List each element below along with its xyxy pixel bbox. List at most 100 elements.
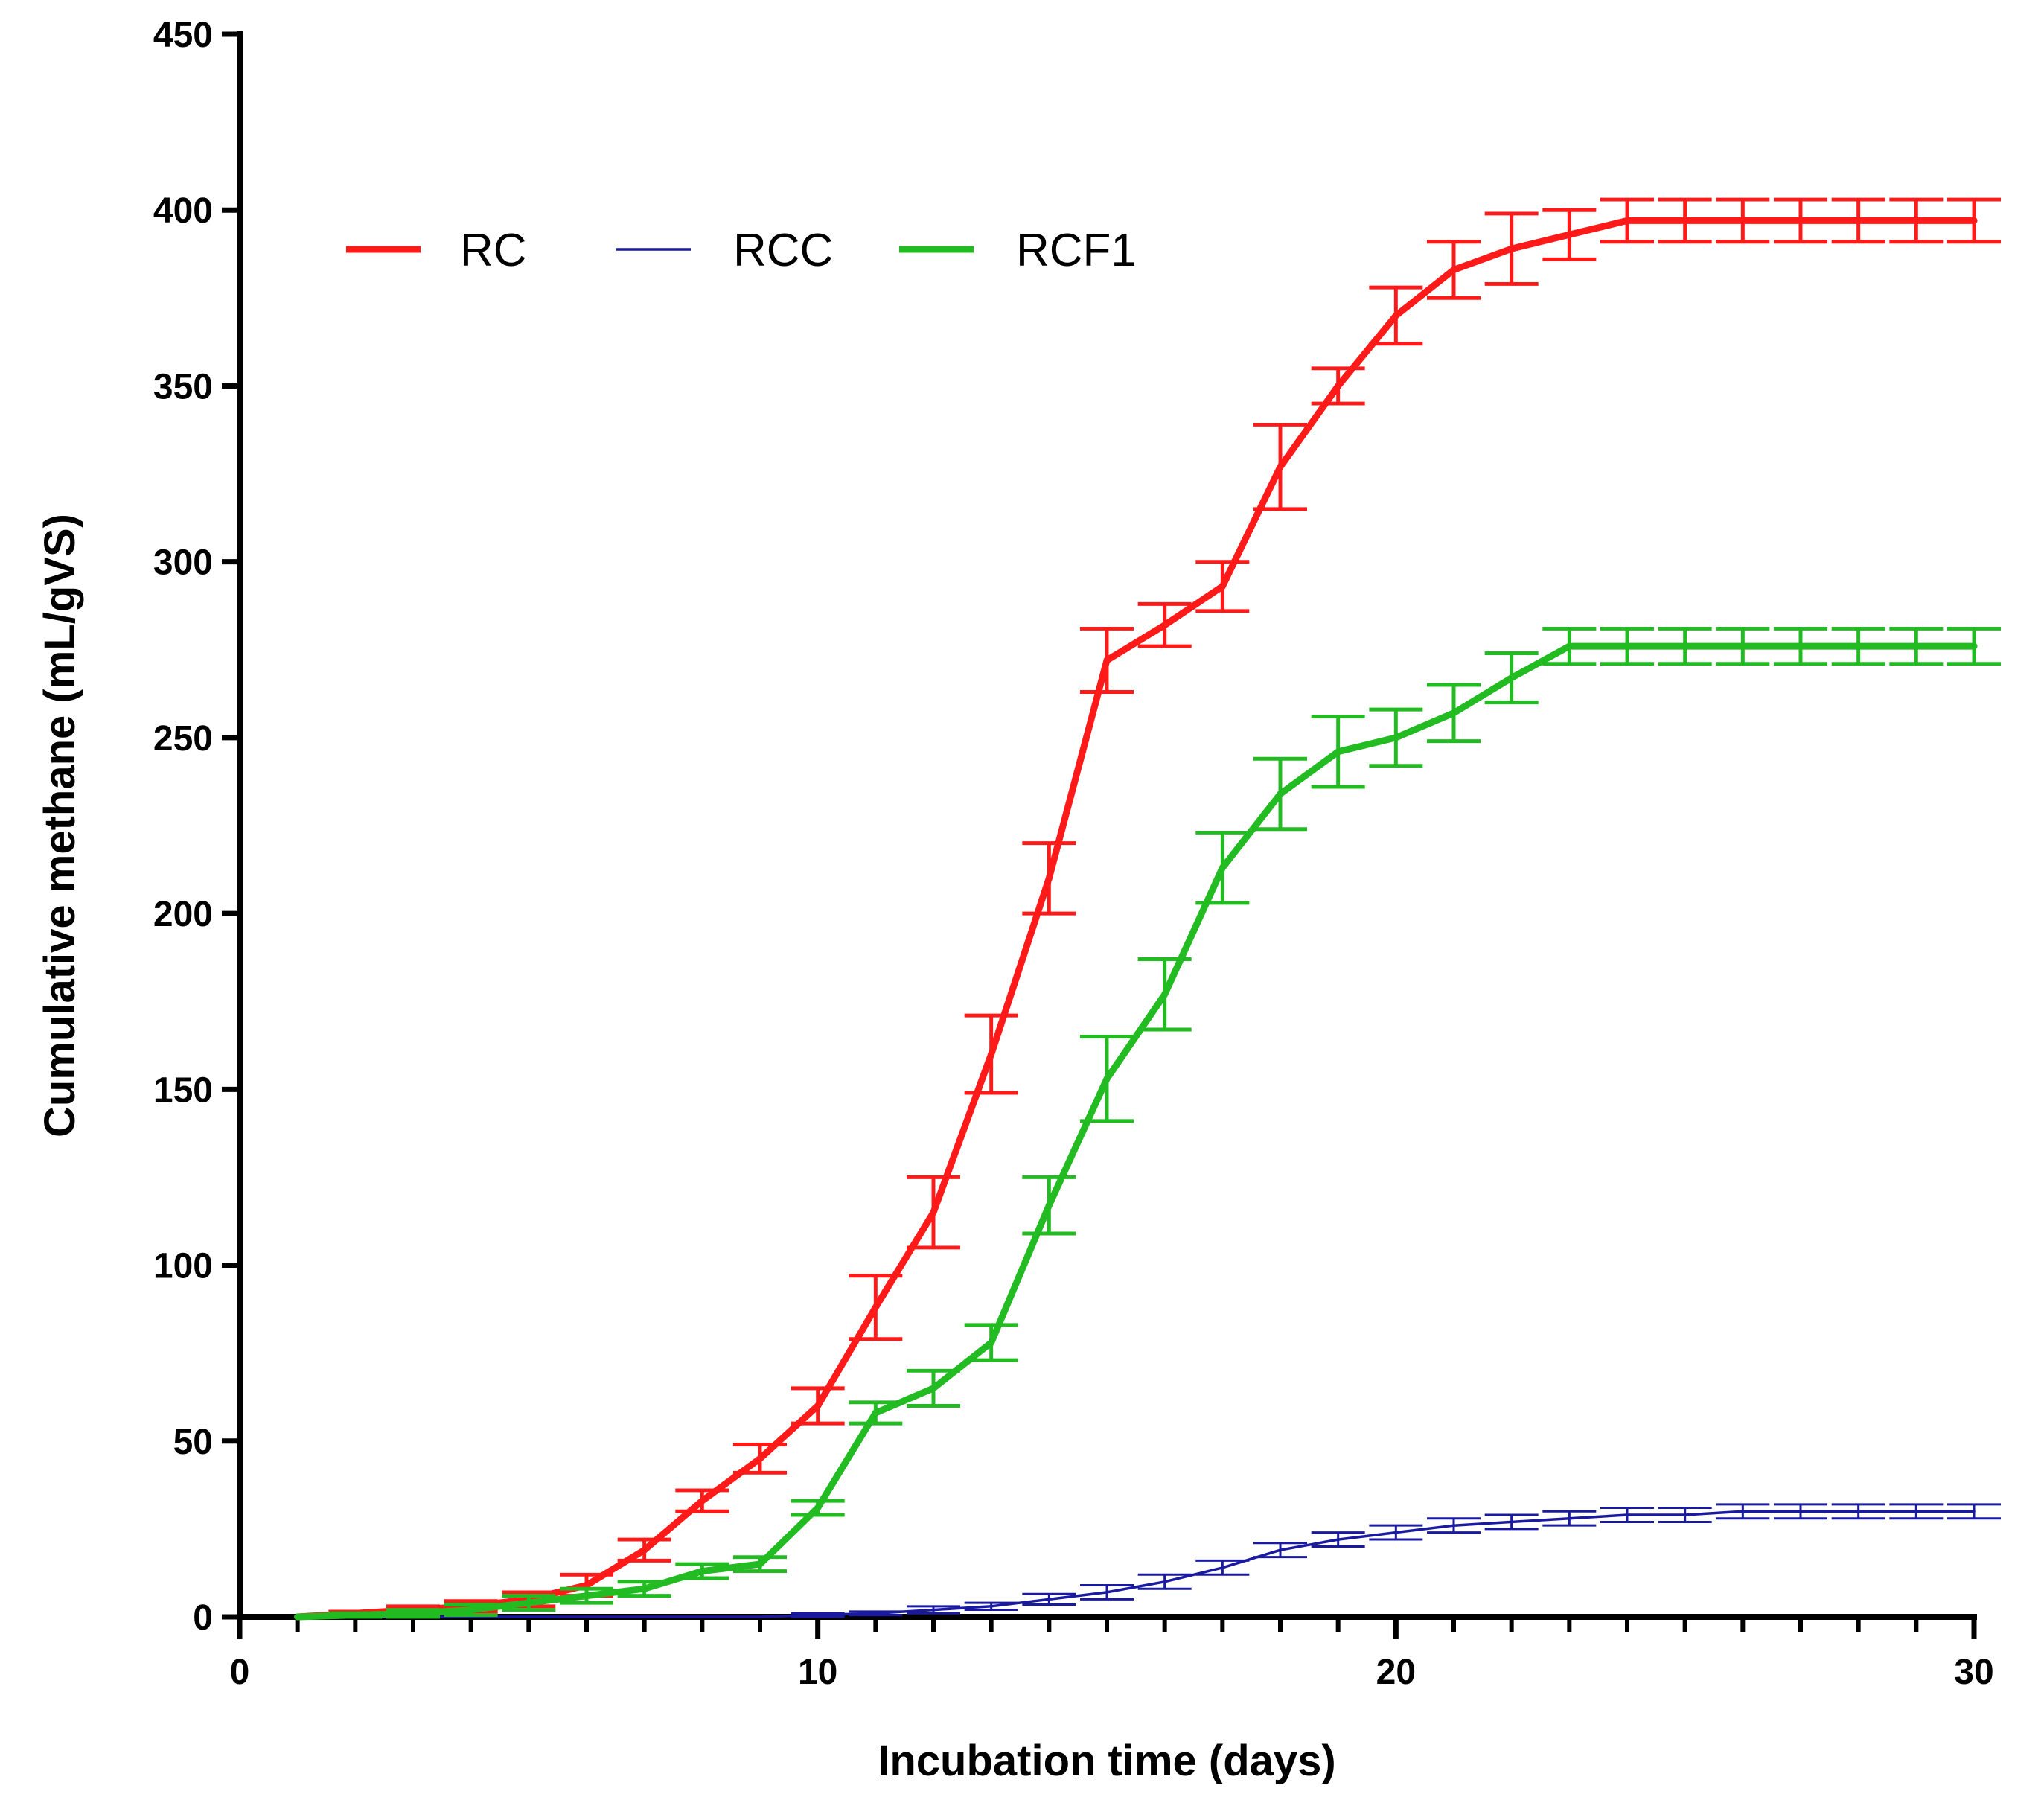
rc-point bbox=[1855, 217, 1862, 224]
rc-point bbox=[1797, 217, 1804, 224]
y-tick-label: 150 bbox=[153, 1070, 213, 1110]
y-tick-label: 350 bbox=[153, 367, 213, 406]
rcf1-point bbox=[1219, 864, 1226, 872]
y-tick-label: 0 bbox=[193, 1598, 213, 1638]
rcc-point bbox=[932, 1608, 935, 1612]
rcc-point bbox=[1163, 1580, 1166, 1583]
rcf1-point bbox=[1392, 734, 1399, 741]
y-tick-label: 50 bbox=[173, 1423, 213, 1462]
rc-point bbox=[1912, 217, 1920, 224]
rcc-point bbox=[1683, 1513, 1687, 1516]
rc-point bbox=[872, 1303, 879, 1311]
rc-point bbox=[930, 1209, 937, 1216]
rcc-point bbox=[1741, 1510, 1745, 1513]
rcf1-point bbox=[1045, 1202, 1053, 1209]
rcf1-point bbox=[1450, 709, 1457, 717]
rc-point bbox=[1045, 875, 1053, 882]
series-rcc bbox=[296, 1503, 2001, 1618]
rcc-line bbox=[296, 1510, 1976, 1618]
y-axis-title: Cumulative methane (mL/gVS) bbox=[36, 514, 84, 1137]
rcf1-point bbox=[467, 1606, 475, 1614]
rcf1-line bbox=[294, 642, 1978, 1621]
rcf1-point bbox=[351, 1612, 359, 1619]
rcc-point bbox=[700, 1615, 704, 1618]
series-rc bbox=[294, 197, 2001, 1621]
rcc-point bbox=[989, 1605, 993, 1608]
rcf1-point bbox=[1161, 991, 1169, 998]
rc-point bbox=[1277, 463, 1284, 470]
legend-item-rcf1: RCF1 bbox=[899, 225, 1137, 276]
rcf1-point bbox=[1277, 790, 1284, 797]
rc-point bbox=[1565, 231, 1573, 238]
rcf1-point bbox=[641, 1585, 648, 1592]
rcf1-point bbox=[814, 1504, 822, 1512]
rcc-point bbox=[816, 1613, 820, 1617]
rcc-point bbox=[1973, 1510, 1976, 1513]
series-layer bbox=[294, 197, 2001, 1621]
rcf1-point bbox=[756, 1560, 764, 1568]
rc-point bbox=[1681, 217, 1689, 224]
legend-label-rcf1: RCF1 bbox=[1016, 225, 1137, 276]
rc-point bbox=[1970, 217, 1978, 224]
rc-point bbox=[1161, 622, 1169, 629]
rcc-point bbox=[1799, 1510, 1802, 1513]
x-tick-label: 10 bbox=[798, 1653, 837, 1692]
rcf1-point bbox=[1912, 642, 1920, 650]
legend: RC RCC RCF1 bbox=[346, 225, 1137, 276]
rcf1-point bbox=[930, 1385, 937, 1392]
rcc-point bbox=[1626, 1513, 1629, 1516]
rcc-point bbox=[1568, 1516, 1571, 1520]
rcf1-point bbox=[1970, 642, 1978, 650]
rcc-point bbox=[1105, 1591, 1108, 1594]
rcf1-point bbox=[525, 1599, 532, 1606]
y-ticks: 0 50 100 150 200 250 300 350 400 450 bbox=[153, 16, 240, 1638]
x-tick-label: 30 bbox=[1954, 1653, 1993, 1692]
x-ticks: 0 10 20 30 bbox=[230, 1617, 1994, 1692]
rcf1-point bbox=[1855, 642, 1862, 650]
rcc-point bbox=[1336, 1538, 1340, 1541]
x-tick-label: 0 bbox=[230, 1653, 250, 1692]
legend-item-rcc: RCC bbox=[616, 225, 833, 276]
y-tick-label: 200 bbox=[153, 895, 213, 934]
rcf1-point bbox=[1797, 642, 1804, 650]
y-tick-label: 450 bbox=[153, 16, 213, 55]
y-tick-label: 400 bbox=[153, 191, 213, 231]
legend-item-rc: RC bbox=[346, 225, 527, 276]
rc-point bbox=[1450, 267, 1457, 274]
rcc-point bbox=[1452, 1524, 1455, 1527]
rcf1-point bbox=[294, 1613, 301, 1621]
rcf1-point bbox=[1335, 748, 1342, 756]
rc-point bbox=[1508, 245, 1516, 252]
legend-label-rc: RC bbox=[460, 225, 527, 276]
rcc-point bbox=[1914, 1510, 1918, 1513]
rcf1-point bbox=[409, 1609, 417, 1617]
rc-point bbox=[641, 1546, 648, 1554]
rc-point bbox=[1392, 312, 1399, 319]
rcc-point bbox=[1221, 1566, 1224, 1569]
x-axis-title: Incubation time (days) bbox=[878, 1737, 1336, 1785]
rcf1-point bbox=[698, 1568, 706, 1575]
rcc-point bbox=[1856, 1510, 1860, 1513]
rc-point bbox=[1103, 657, 1111, 664]
rc-point bbox=[1219, 583, 1226, 590]
rcf1-point bbox=[872, 1409, 879, 1417]
x-tick-label: 20 bbox=[1376, 1653, 1416, 1692]
legend-label-rcc: RCC bbox=[733, 225, 833, 276]
rcf1-point bbox=[1508, 674, 1516, 682]
rcc-point bbox=[642, 1615, 646, 1618]
rc-line bbox=[294, 217, 1978, 1621]
rcc-point bbox=[527, 1615, 531, 1618]
y-tick-label: 100 bbox=[153, 1247, 213, 1286]
rcf1-point bbox=[1681, 642, 1689, 650]
rcf1-point bbox=[1103, 1075, 1111, 1082]
rcc-point bbox=[758, 1615, 761, 1618]
rc-point bbox=[1623, 217, 1631, 224]
rc-point bbox=[1335, 382, 1342, 389]
y-tick-label: 300 bbox=[153, 543, 213, 583]
rcc-point bbox=[1394, 1531, 1398, 1534]
rc-point bbox=[698, 1497, 706, 1504]
rcf1-point bbox=[1623, 642, 1631, 650]
rc-point bbox=[988, 1050, 995, 1058]
rc-point bbox=[756, 1455, 764, 1462]
